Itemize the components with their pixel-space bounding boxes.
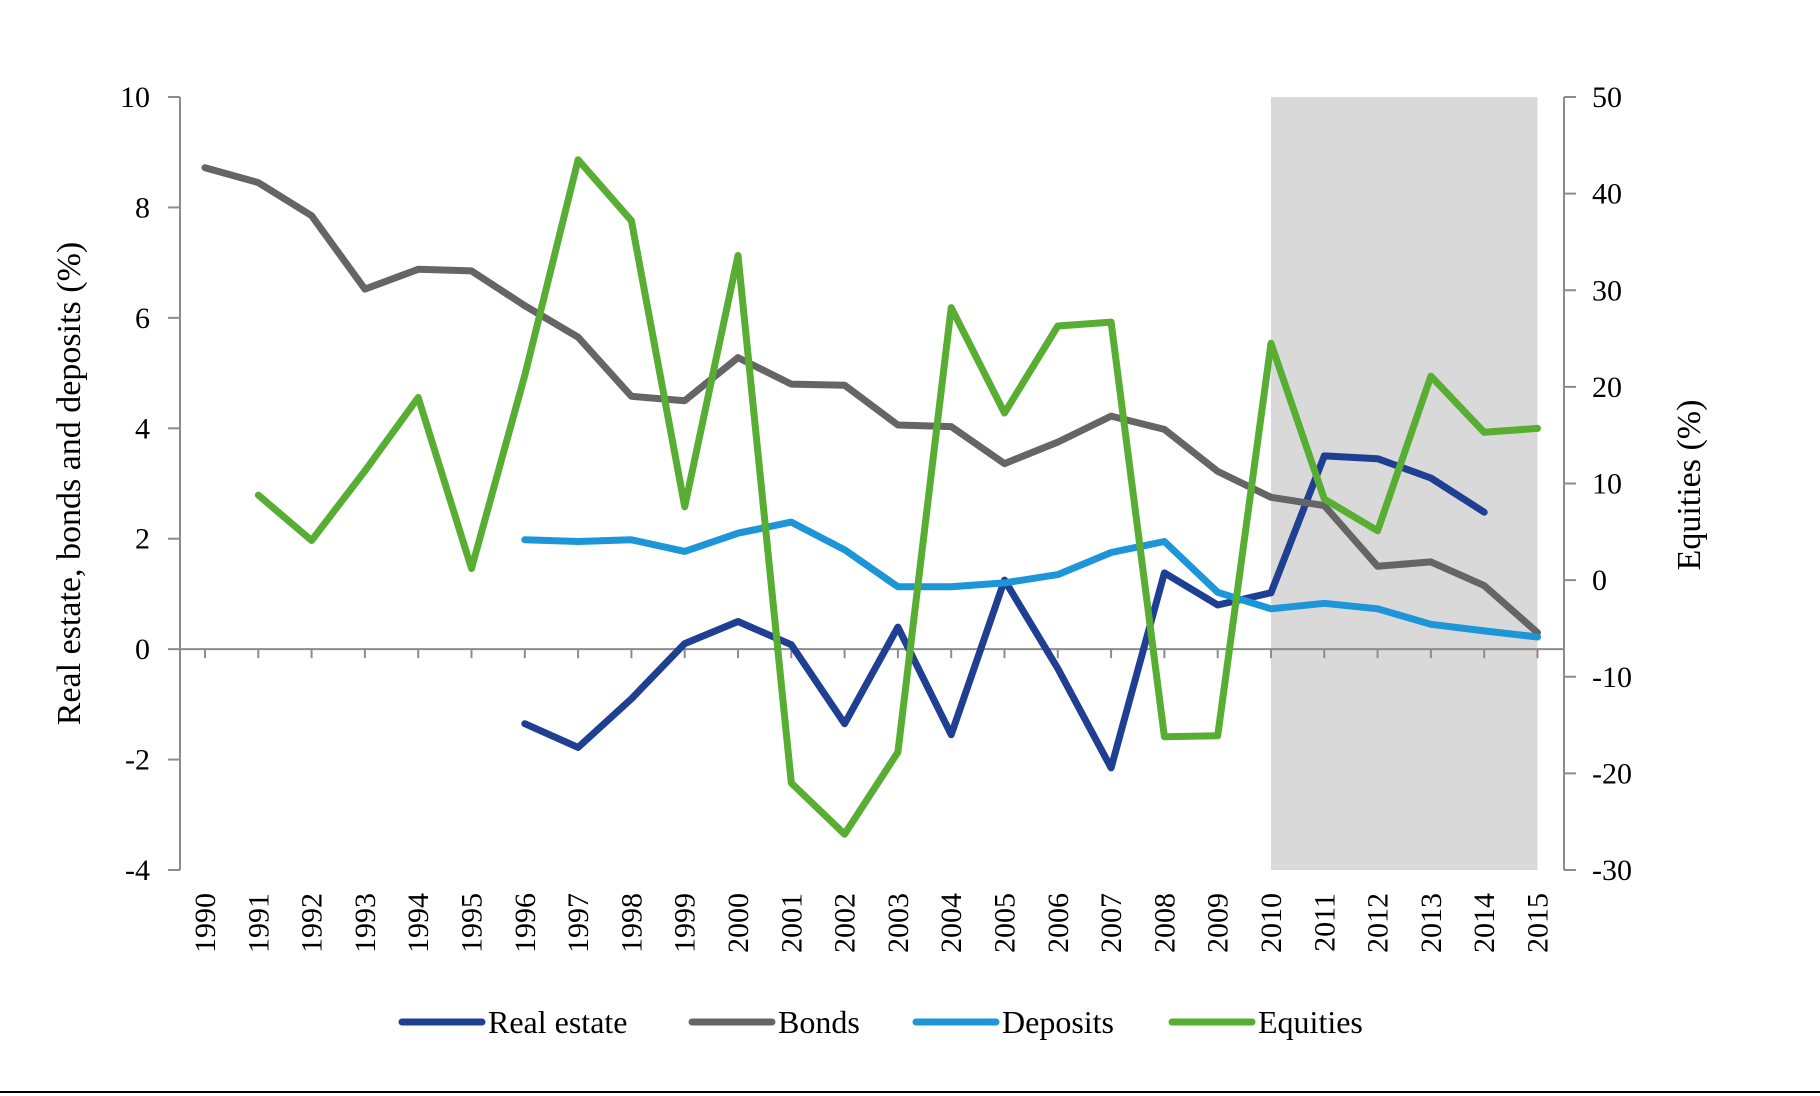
x-tick-label: 2010 <box>1255 893 1288 953</box>
y2-tick-label: 0 <box>1592 564 1607 597</box>
y2-tick-label: -30 <box>1592 854 1632 887</box>
y-tick-label: 8 <box>135 191 150 224</box>
x-tick-label: 2002 <box>829 893 862 953</box>
x-tick-label: 1993 <box>349 893 382 953</box>
x-tick-label: 2012 <box>1362 893 1395 953</box>
series-line-bonds <box>201 164 1541 637</box>
x-tick-label: 2005 <box>989 893 1022 953</box>
series-line-equities <box>254 156 1541 838</box>
y2-tick-label: 20 <box>1592 371 1622 404</box>
y2-tick-label: 50 <box>1592 81 1622 114</box>
x-tick-label: 1994 <box>402 893 435 953</box>
legend-label: Real estate <box>488 1004 627 1040</box>
x-tick-label: 2011 <box>1308 893 1341 952</box>
x-tick-label: 2014 <box>1468 893 1501 953</box>
y2-tick-label: 40 <box>1592 178 1622 211</box>
x-tick-label: 2003 <box>882 893 915 953</box>
x-tick-label: 1999 <box>669 893 702 953</box>
x-tick-label: 1992 <box>296 893 329 953</box>
y2-tick-label: 30 <box>1592 274 1622 307</box>
x-tick-label: 2001 <box>775 893 808 953</box>
y-tick-label: 2 <box>135 523 150 556</box>
y2-axis-title: Equities (%) <box>1671 400 1708 571</box>
x-tick-label: 1990 <box>189 893 222 953</box>
x-tick-label: 2009 <box>1202 893 1235 953</box>
y2-tick-label: -20 <box>1592 757 1632 790</box>
y-tick-label: 0 <box>135 633 150 666</box>
series-line-deposits <box>521 518 1541 641</box>
x-tick-label: 1996 <box>509 893 542 953</box>
x-tick-label: 1997 <box>562 893 595 953</box>
y-tick-label: 10 <box>120 81 150 114</box>
legend-label: Bonds <box>778 1004 860 1040</box>
legend-label: Equities <box>1258 1004 1363 1040</box>
y-axis-title: Real estate, bonds and deposits (%) <box>51 242 88 725</box>
x-tick-label: 2008 <box>1148 893 1181 953</box>
x-tick-label: 2004 <box>935 893 968 953</box>
x-tick-label: 2015 <box>1522 893 1555 953</box>
x-tick-label: 2007 <box>1095 893 1128 953</box>
x-tick-label: 2006 <box>1042 893 1075 953</box>
y2-tick-label: 10 <box>1592 468 1622 501</box>
legend-label: Deposits <box>1002 1004 1114 1040</box>
x-tick-label: 2000 <box>722 893 755 953</box>
x-tick-label: 1995 <box>456 893 489 953</box>
x-tick-label: 1998 <box>615 893 648 953</box>
y-tick-label: 6 <box>135 302 150 335</box>
x-tick-label: 1991 <box>242 893 275 953</box>
y-tick-label: -2 <box>125 744 150 777</box>
y-tick-label: 4 <box>135 412 150 445</box>
x-tick-label: 2013 <box>1415 893 1448 953</box>
y-tick-label: -4 <box>125 854 150 887</box>
y2-tick-label: -10 <box>1592 661 1632 694</box>
